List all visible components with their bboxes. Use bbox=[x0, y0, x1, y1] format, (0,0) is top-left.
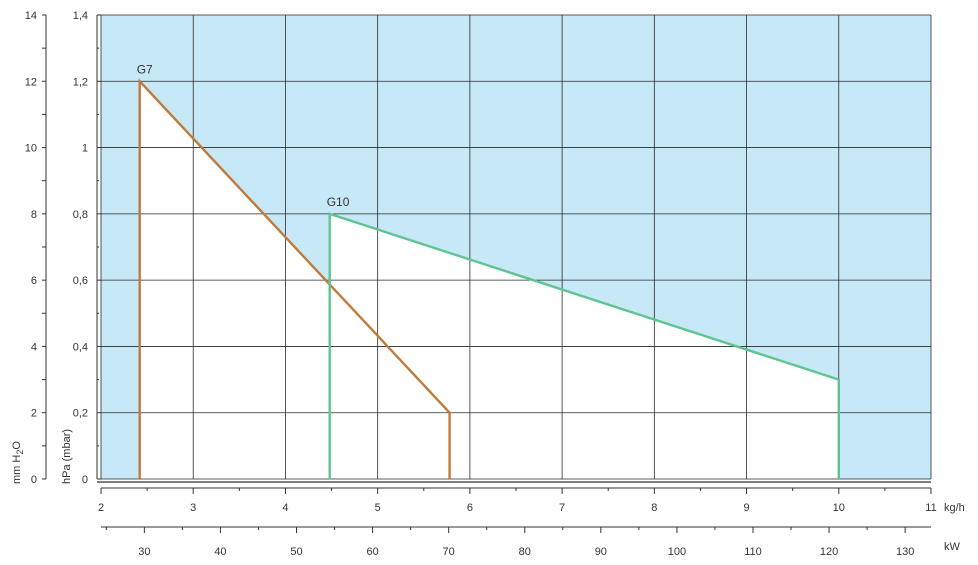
x-secondary-tick-label: 100 bbox=[668, 546, 686, 558]
y-primary-tick-label: 0,6 bbox=[73, 275, 88, 287]
x-secondary-tick-label: 50 bbox=[290, 546, 302, 558]
x-secondary-tick-label: 80 bbox=[519, 546, 531, 558]
x-primary-tick-label: 3 bbox=[190, 502, 196, 514]
y-secondary-axis-title: mm H2O bbox=[11, 441, 25, 484]
x-secondary-tick-label: 70 bbox=[443, 546, 455, 558]
x-primary-tick-label: 9 bbox=[743, 502, 749, 514]
y-secondary-tick-label: 0 bbox=[31, 474, 37, 486]
x-primary-tick-label: 6 bbox=[467, 502, 473, 514]
y-secondary-tick-label: 4 bbox=[31, 341, 37, 353]
y-secondary-tick-label: 10 bbox=[25, 143, 37, 155]
grid bbox=[100, 14, 932, 480]
x-primary-tick-label: 5 bbox=[375, 502, 381, 514]
x-primary-tick-label: 7 bbox=[559, 502, 565, 514]
x-primary-tick-label: 11 bbox=[925, 502, 936, 514]
y-primary-tick-label: 0,2 bbox=[73, 408, 88, 420]
y-secondary-title-part-1: mm H bbox=[11, 455, 23, 484]
x-secondary-tick-label: 110 bbox=[744, 546, 762, 558]
y-primary-tick-label: 1,2 bbox=[73, 76, 88, 88]
y-primary-tick-label: 0,4 bbox=[73, 341, 88, 353]
x-primary-tick-label: 4 bbox=[282, 502, 288, 514]
series-g7-line bbox=[138, 78, 451, 479]
x-secondary-tick-label: 60 bbox=[366, 546, 378, 558]
y-secondary-title-part-2: O bbox=[11, 441, 23, 450]
x-secondary-tick-label: 40 bbox=[214, 546, 226, 558]
y-secondary-title-subscript: 2 bbox=[15, 450, 25, 455]
x-secondary-unit-label: kW bbox=[944, 541, 961, 553]
x-secondary-tick-label: 90 bbox=[595, 546, 607, 558]
x-secondary-axis: 30 40 50 60 70 80 90 100 110 120 130 bbox=[101, 526, 931, 558]
y-secondary-tick-label: 8 bbox=[31, 209, 37, 221]
x-primary-axis: 2 3 4 5 6 7 8 9 10 11 bbox=[97, 481, 937, 514]
series-g10-line bbox=[328, 212, 840, 479]
y-secondary-axis: 0 2 4 6 8 10 12 14 bbox=[25, 10, 47, 486]
series-label-g7: G7 bbox=[137, 62, 153, 76]
x-primary-tick-label: 2 bbox=[98, 502, 104, 514]
y-primary-axis-title: hPa (mbar) bbox=[61, 429, 73, 484]
y-secondary-tick-label: 14 bbox=[25, 10, 37, 22]
y-secondary-tick-label: 2 bbox=[31, 408, 37, 420]
x-secondary-tick-label: 30 bbox=[138, 546, 150, 558]
y-secondary-tick-label: 12 bbox=[25, 76, 37, 88]
x-secondary-tick-label: 120 bbox=[820, 546, 838, 558]
y-primary-tick-label: 1,4 bbox=[73, 10, 88, 22]
y-primary-tick-label: 0 bbox=[82, 474, 88, 486]
x-secondary-tick-label: 130 bbox=[896, 546, 914, 558]
y-secondary-tick-label: 6 bbox=[31, 275, 37, 287]
x-primary-tick-label: 8 bbox=[651, 502, 657, 514]
series-label-g10: G10 bbox=[327, 195, 350, 209]
x-primary-tick-label: 10 bbox=[833, 502, 845, 514]
x-primary-unit-label: kg/h bbox=[944, 502, 965, 514]
y-primary-tick-label: 1 bbox=[82, 143, 88, 155]
y-primary-axis: 0 0,2 0,4 0,6 0,8 1 1,2 1,4 bbox=[73, 10, 101, 486]
y-primary-tick-label: 0,8 bbox=[73, 209, 88, 221]
